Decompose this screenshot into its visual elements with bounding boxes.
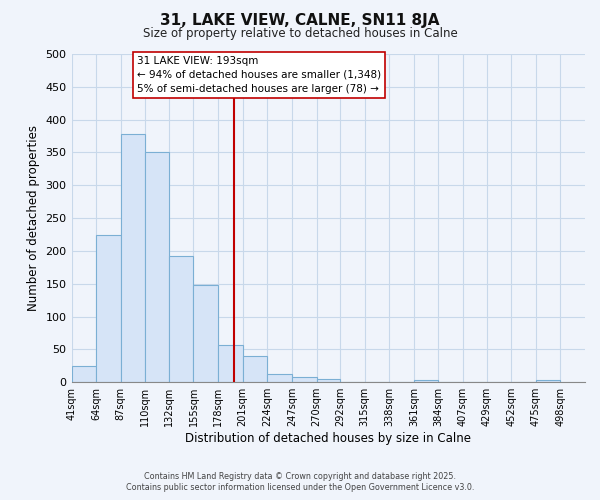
Bar: [267, 374, 292, 382]
Bar: [218, 345, 242, 382]
Bar: [292, 377, 317, 382]
X-axis label: Distribution of detached houses by size in Calne: Distribution of detached houses by size …: [185, 432, 471, 445]
Bar: [169, 256, 193, 382]
Bar: [193, 285, 218, 382]
Bar: [242, 356, 267, 382]
Bar: [414, 380, 439, 382]
Text: 31, LAKE VIEW, CALNE, SN11 8JA: 31, LAKE VIEW, CALNE, SN11 8JA: [160, 12, 440, 28]
Text: Size of property relative to detached houses in Calne: Size of property relative to detached ho…: [143, 28, 457, 40]
Text: Contains HM Land Registry data © Crown copyright and database right 2025.
Contai: Contains HM Land Registry data © Crown c…: [126, 472, 474, 492]
Bar: [145, 152, 169, 382]
Bar: [536, 380, 560, 382]
Text: 31 LAKE VIEW: 193sqm
← 94% of detached houses are smaller (1,348)
5% of semi-det: 31 LAKE VIEW: 193sqm ← 94% of detached h…: [137, 56, 381, 94]
Bar: [96, 234, 121, 382]
Bar: [121, 134, 145, 382]
Bar: [71, 366, 96, 382]
Bar: [317, 379, 340, 382]
Y-axis label: Number of detached properties: Number of detached properties: [27, 125, 40, 311]
